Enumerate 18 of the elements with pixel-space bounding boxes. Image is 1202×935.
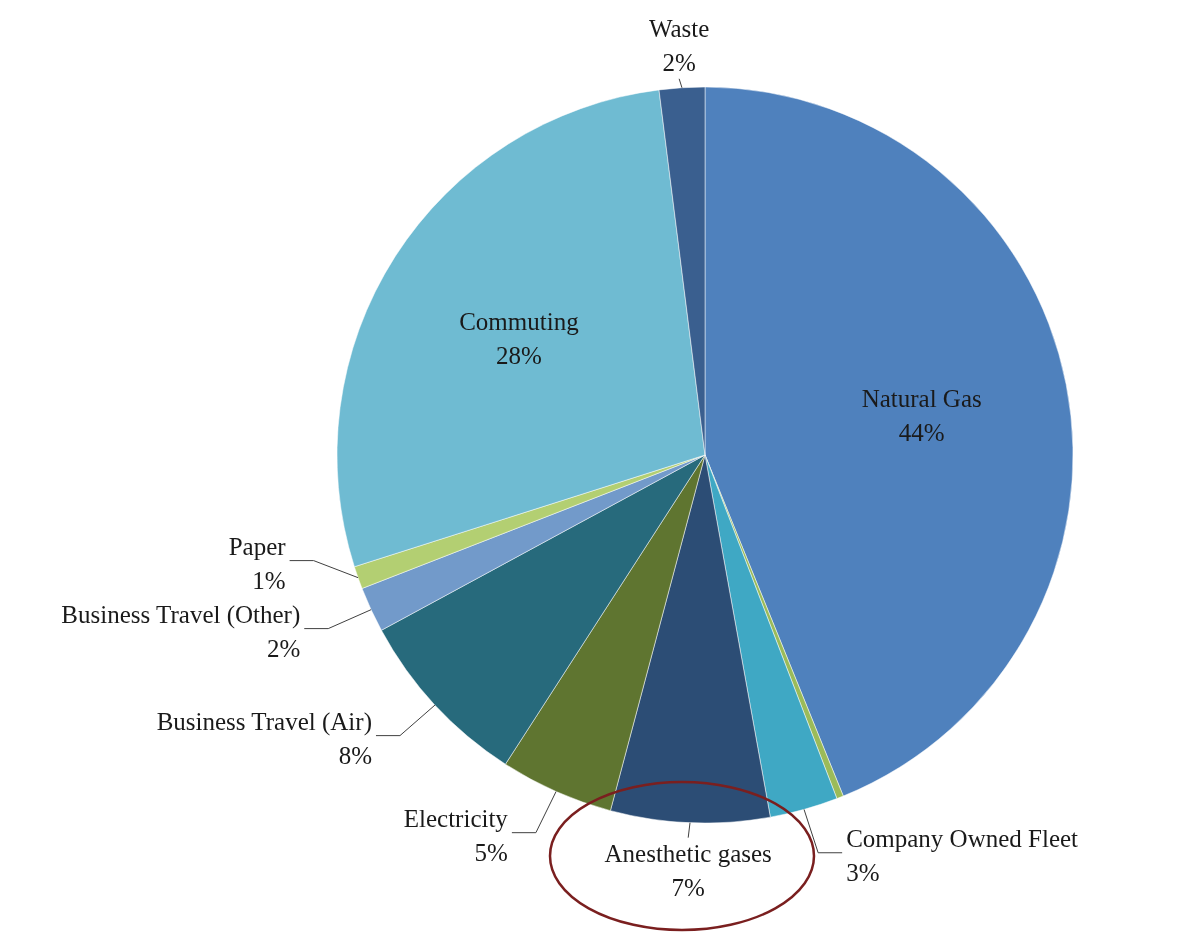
- data-label: 3%: [846, 858, 880, 886]
- slice-label: Business Travel (Air): [156, 707, 372, 736]
- slice-label: Paper: [228, 532, 287, 560]
- data-label: 7%: [671, 873, 705, 901]
- data-label: 8%: [338, 741, 372, 769]
- data-label: 1%: [252, 566, 286, 594]
- slice-label: Natural Gas: [861, 384, 982, 412]
- slice-label: Commuting: [459, 308, 580, 336]
- data-label: 2%: [266, 634, 301, 662]
- data-label: 44%: [898, 418, 945, 446]
- data-label: 5%: [474, 838, 508, 866]
- slice-label: Business Travel (Other): [61, 600, 301, 629]
- slice-label: Electricity: [403, 804, 509, 832]
- slice-label: Company Owned Fleet: [846, 824, 1079, 852]
- slice-label: Anesthetic gases: [604, 839, 772, 867]
- data-label: 28%: [496, 342, 542, 370]
- slice-label: Waste: [648, 14, 710, 42]
- data-label: 2%: [662, 48, 696, 76]
